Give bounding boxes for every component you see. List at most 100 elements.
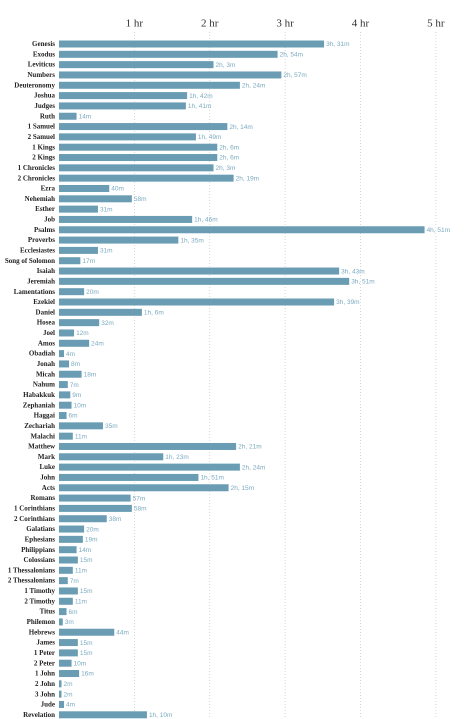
value-label: 31m — [100, 248, 113, 255]
bar — [59, 401, 72, 409]
category-label: Obadiah — [29, 350, 55, 358]
x-tick-label: 4 hr — [352, 18, 370, 30]
bar — [59, 246, 98, 254]
category-label: Micah — [36, 370, 55, 378]
value-label: 11m — [75, 598, 87, 605]
category-label: Acts — [42, 484, 55, 492]
value-label: 10m — [74, 660, 87, 667]
category-label: 1 Thessalonians — [8, 566, 55, 574]
value-label: 16m — [81, 671, 94, 678]
value-label: 7m — [70, 382, 79, 389]
bar — [59, 257, 81, 265]
bar — [59, 494, 131, 502]
category-label: Joshua — [34, 92, 56, 100]
category-label: 1 Peter — [34, 649, 55, 657]
category-label: Lamentations — [14, 288, 56, 296]
bar — [59, 670, 80, 678]
category-label: Habakkuk — [23, 391, 55, 399]
category-label: 2 Samuel — [28, 133, 55, 141]
bar — [59, 339, 90, 347]
value-label: 10m — [74, 402, 87, 409]
category-label: Zechariah — [24, 422, 55, 430]
value-label: 2h, 57m — [283, 72, 307, 79]
x-tick-label: 3 hr — [276, 18, 294, 30]
bar — [59, 381, 68, 389]
x-tick-label: 5 hr — [427, 18, 445, 30]
category-label: Colossians — [23, 556, 55, 564]
value-label: 2h, 54m — [280, 52, 304, 59]
bar — [59, 123, 228, 131]
bar — [59, 267, 340, 275]
value-label: 9m — [72, 392, 81, 399]
category-label: Daniel — [36, 308, 56, 316]
bar — [59, 288, 85, 296]
value-label: 4m — [66, 702, 75, 709]
category-label: James — [36, 639, 55, 647]
value-label: 2h, 19m — [236, 175, 260, 182]
value-label: 20m — [86, 526, 99, 533]
bar — [59, 556, 78, 564]
bar — [59, 690, 62, 698]
bar — [59, 535, 83, 543]
bar — [59, 143, 218, 151]
category-label: Esther — [35, 205, 55, 213]
value-label: 12m — [76, 330, 89, 337]
bar — [59, 628, 115, 636]
category-label: Jude — [41, 701, 55, 709]
value-label: 15m — [80, 557, 93, 564]
value-label: 3h, 39m — [336, 299, 360, 306]
value-label: 1h, 51m — [200, 475, 224, 482]
value-label: 6m — [69, 609, 78, 616]
bar — [59, 308, 142, 316]
bar — [59, 515, 107, 523]
category-label: Proverbs — [28, 236, 55, 244]
bar — [59, 81, 240, 89]
category-label: Zephaniah — [23, 401, 55, 409]
category-label: Job — [44, 216, 55, 224]
value-label: 1h, 6m — [144, 310, 164, 317]
value-label: 2h, 14m — [229, 124, 253, 131]
category-label: Nehemiah — [25, 195, 55, 203]
category-label: Psalms — [34, 226, 55, 234]
value-label: 2h, 24m — [242, 82, 266, 89]
bar — [59, 484, 229, 492]
value-label: 2h, 3m — [216, 62, 236, 69]
category-label: Exodus — [33, 50, 55, 58]
bar — [59, 226, 425, 234]
bar — [59, 71, 282, 79]
value-label: 1h, 10m — [149, 712, 173, 719]
bar — [59, 184, 110, 192]
value-label: 2h, 21m — [238, 444, 262, 451]
value-label: 18m — [84, 371, 97, 378]
value-label: 2h, 15m — [231, 485, 255, 492]
value-label: 58m — [134, 196, 147, 203]
category-label: Romans — [30, 494, 55, 502]
value-label: 58m — [134, 506, 147, 513]
category-label: John — [40, 474, 55, 482]
value-label: 2m — [64, 681, 73, 688]
category-label: Ezra — [41, 185, 56, 193]
category-label: 2 Peter — [34, 659, 55, 667]
bar — [59, 659, 72, 667]
value-label: 2h, 6m — [219, 144, 239, 151]
value-label: 3h, 43m — [341, 268, 365, 275]
bar — [59, 680, 62, 688]
category-label: Leviticus — [28, 61, 55, 69]
category-label: Amos — [38, 339, 55, 347]
value-label: 7m — [70, 578, 79, 585]
category-label: Malachi — [31, 432, 56, 440]
category-label: Jeremiah — [27, 277, 55, 285]
bar — [59, 112, 77, 120]
value-label: 3h, 51m — [351, 279, 375, 286]
bar — [59, 587, 78, 595]
bar — [59, 525, 85, 533]
bar — [59, 711, 147, 719]
value-label: 1h, 35m — [180, 237, 204, 244]
bar — [59, 608, 67, 616]
value-label: 14m — [79, 547, 92, 554]
category-label: Judges — [34, 102, 55, 110]
bar — [59, 442, 237, 450]
bar — [59, 133, 196, 141]
value-label: 14m — [79, 113, 92, 120]
bar — [59, 618, 63, 626]
